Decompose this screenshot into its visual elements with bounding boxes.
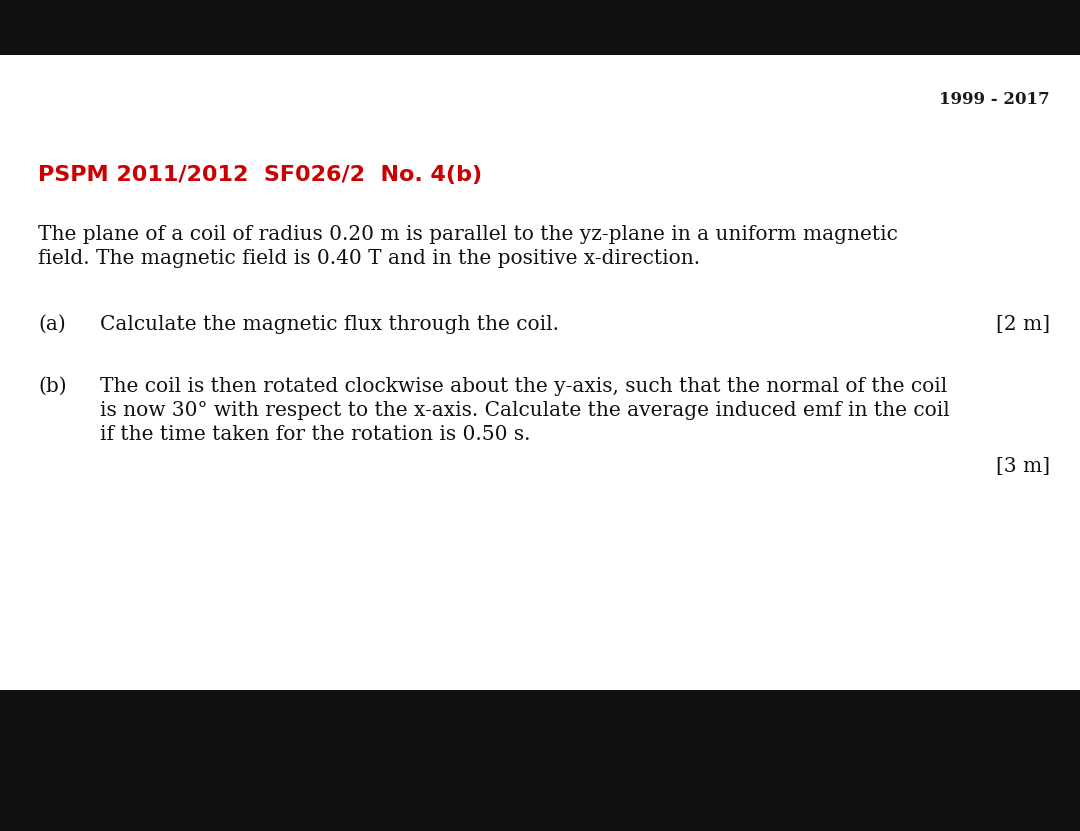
Text: (a): (a) xyxy=(38,315,66,334)
Text: PSPM 2011/2012  SF026/2  No. 4(b): PSPM 2011/2012 SF026/2 No. 4(b) xyxy=(38,165,482,185)
Text: The coil is then rotated clockwise about the y-axis, such that the normal of the: The coil is then rotated clockwise about… xyxy=(100,377,947,396)
Text: 1999 - 2017: 1999 - 2017 xyxy=(940,91,1050,109)
Bar xyxy=(0,0,1080,55)
Text: [3 m]: [3 m] xyxy=(996,457,1050,476)
Text: field. The magnetic field is 0.40 T and in the positive x-direction.: field. The magnetic field is 0.40 T and … xyxy=(38,249,700,268)
Text: Calculate the magnetic flux through the coil.: Calculate the magnetic flux through the … xyxy=(100,315,559,334)
Text: (b): (b) xyxy=(38,377,67,396)
Text: is now 30° with respect to the x-axis. Calculate the average induced emf in the : is now 30° with respect to the x-axis. C… xyxy=(100,401,949,420)
Text: [2 m]: [2 m] xyxy=(996,315,1050,334)
Bar xyxy=(0,55,1080,690)
Bar xyxy=(0,690,1080,831)
Text: The plane of a coil of radius 0.20 m is parallel to the yz-plane in a uniform ma: The plane of a coil of radius 0.20 m is … xyxy=(38,225,897,244)
Text: if the time taken for the rotation is 0.50 s.: if the time taken for the rotation is 0.… xyxy=(100,425,530,444)
